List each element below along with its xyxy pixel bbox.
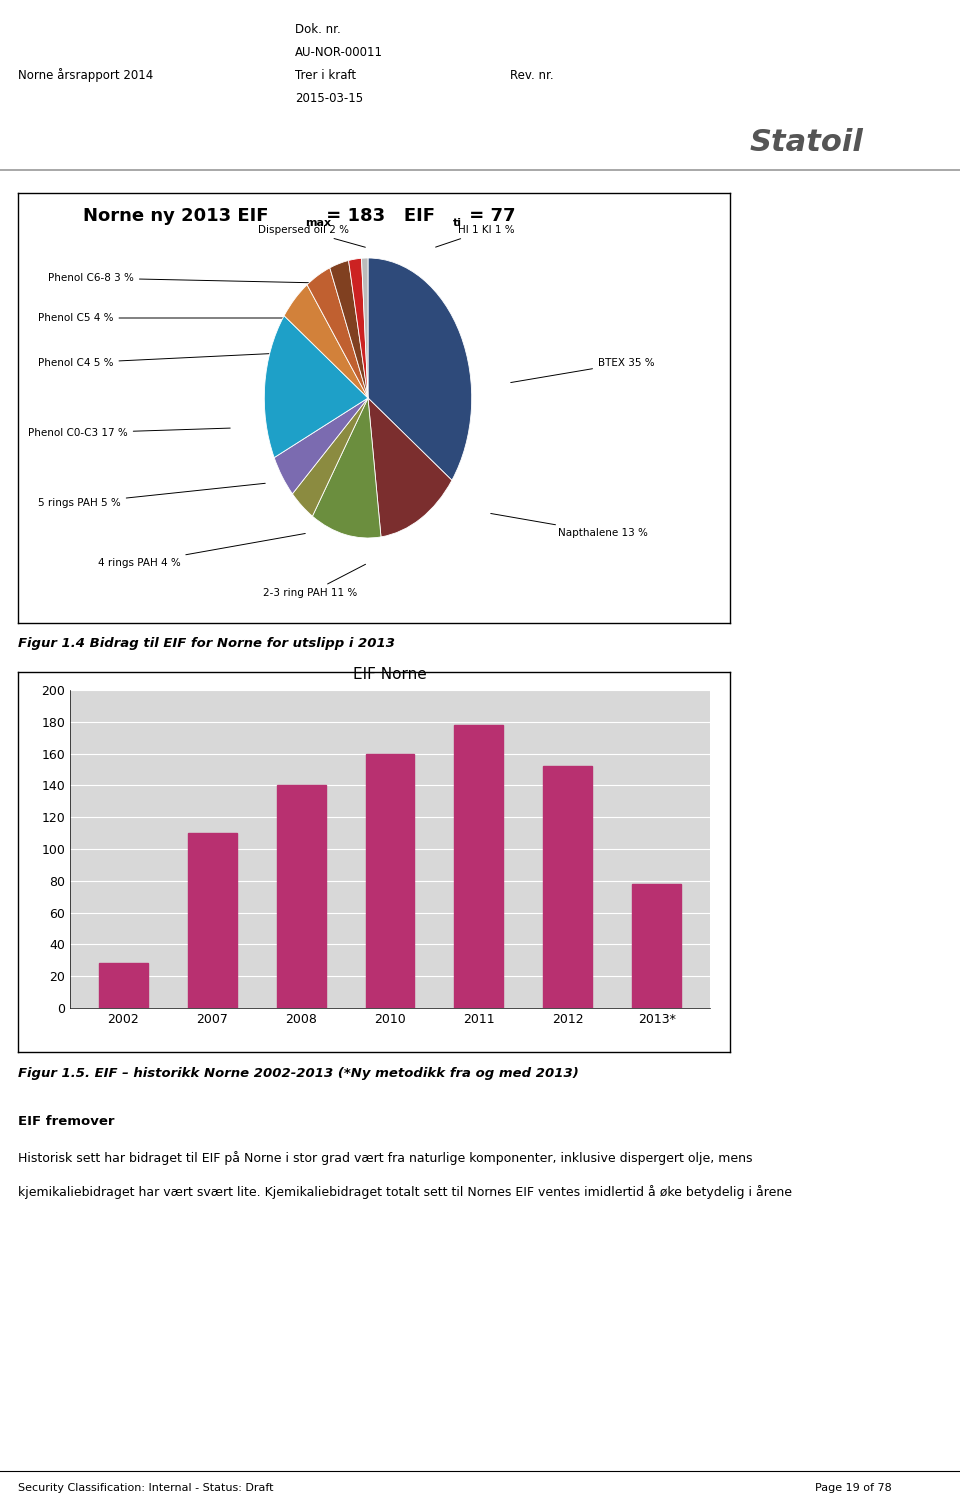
Bar [276,786,325,1008]
Text: Statoil: Statoil [750,128,864,158]
Text: Phenol C5 4 %: Phenol C5 4 % [38,312,300,323]
Text: EIF fremover: EIF fremover [18,1114,114,1128]
Bar [633,885,681,1008]
Text: Security Classification: Internal - Status: Draft: Security Classification: Internal - Stat… [18,1482,274,1493]
Text: Norne årsrapport 2014: Norne årsrapport 2014 [18,68,154,83]
Wedge shape [362,258,368,398]
Text: AU-NOR-00011: AU-NOR-00011 [295,47,383,59]
Title: EIF Norne: EIF Norne [353,667,427,682]
Text: max: max [305,218,331,228]
Wedge shape [307,267,368,398]
Bar [99,963,148,1008]
Wedge shape [348,258,368,398]
Bar [454,725,503,1008]
Text: Historisk sett har bidraget til EIF på Norne i stor grad vært fra naturlige komp: Historisk sett har bidraget til EIF på N… [18,1151,753,1166]
Wedge shape [275,398,368,494]
Text: Figur 1.4 Bidrag til EIF for Norne for utslipp i 2013: Figur 1.4 Bidrag til EIF for Norne for u… [18,637,395,649]
Text: Rev. nr.: Rev. nr. [510,69,554,83]
Bar [188,834,237,1008]
Text: ti: ti [453,218,462,228]
Wedge shape [293,398,368,517]
Text: Figur 1.5. EIF – historikk Norne 2002-2013 (*Ny metodikk fra og med 2013): Figur 1.5. EIF – historikk Norne 2002-20… [18,1066,579,1080]
Wedge shape [368,258,471,481]
Text: 4 rings PAH 4 %: 4 rings PAH 4 % [98,533,305,568]
Wedge shape [312,398,381,538]
Text: = 183   EIF: = 183 EIF [320,207,435,225]
Text: 2015-03-15: 2015-03-15 [295,92,363,105]
Bar [366,754,415,1008]
Bar [543,766,592,1008]
Text: kjemikaliebidraget har vært svært lite. Kjemikaliebidraget totalt sett til Norne: kjemikaliebidraget har vært svært lite. … [18,1185,792,1199]
Text: 5 rings PAH 5 %: 5 rings PAH 5 % [38,484,265,508]
Text: = 77: = 77 [463,207,516,225]
Wedge shape [330,260,368,398]
Text: Phenol C6-8 3 %: Phenol C6-8 3 % [48,273,321,282]
Text: Napthalene 13 %: Napthalene 13 % [491,514,648,538]
Wedge shape [284,285,368,398]
Wedge shape [264,315,368,458]
Text: 2-3 ring PAH 11 %: 2-3 ring PAH 11 % [263,565,366,598]
Text: Dok. nr.: Dok. nr. [295,23,341,36]
Text: HI 1 KI 1 %: HI 1 KI 1 % [436,225,515,248]
Text: Page 19 of 78: Page 19 of 78 [815,1482,892,1493]
Text: Phenol C0-C3 17 %: Phenol C0-C3 17 % [28,428,230,439]
Text: Trer i kraft: Trer i kraft [295,69,356,83]
Text: Dispersed oil 2 %: Dispersed oil 2 % [258,225,366,248]
Wedge shape [368,398,452,536]
Text: Norne ny 2013 EIF: Norne ny 2013 EIF [83,207,269,225]
Text: Phenol C4 5 %: Phenol C4 5 % [38,353,280,368]
Text: BTEX 35 %: BTEX 35 % [511,357,655,383]
